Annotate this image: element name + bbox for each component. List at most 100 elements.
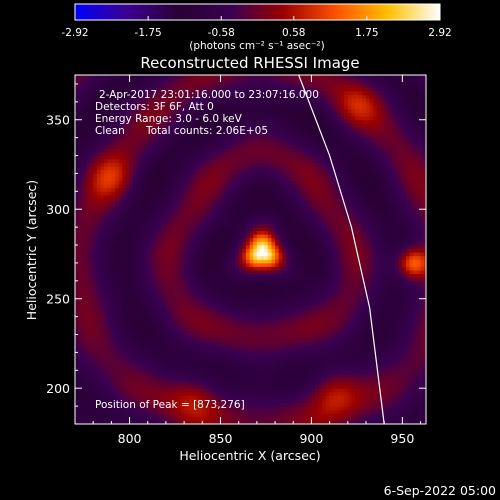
heatmap-cell (115, 406, 120, 411)
heatmap-cell (107, 87, 112, 92)
heatmap-cell (115, 384, 120, 389)
heatmap-cell (96, 87, 101, 92)
heatmap-cell (235, 245, 240, 250)
heatmap-cell (245, 320, 250, 325)
heatmap-cell (111, 416, 116, 421)
heatmap-cell (147, 355, 152, 360)
heatmap-cell (198, 345, 203, 350)
heatmap-cell (209, 395, 214, 400)
heatmap-cell (227, 219, 232, 224)
heatmap-cell (104, 391, 109, 396)
heatmap-cell (198, 209, 203, 214)
heatmap-cell (202, 391, 207, 396)
heatmap-cell (184, 173, 189, 178)
heatmap-cell (202, 116, 207, 121)
heatmap-cell (133, 359, 138, 364)
heatmap-cell (89, 230, 94, 235)
heatmap-cell (195, 309, 200, 314)
heatmap-cell (122, 219, 127, 224)
heatmap-cell (118, 75, 123, 78)
heatmap-cell (187, 384, 192, 389)
heatmap-cell (202, 330, 207, 335)
heatmap-cell (238, 166, 243, 171)
heatmap-cell (180, 223, 185, 228)
heatmap-cell (198, 366, 203, 371)
heatmap-cell (195, 320, 200, 325)
heatmap-cell (125, 370, 130, 375)
heatmap-cell (184, 413, 189, 418)
heatmap-cell (118, 255, 123, 260)
heatmap-cell (216, 270, 221, 275)
heatmap-cell (169, 223, 174, 228)
heatmap-cell (96, 334, 101, 339)
heatmap-cell (133, 363, 138, 368)
heatmap-cell (89, 313, 94, 318)
heatmap-cell (136, 94, 141, 99)
heatmap-cell (176, 98, 181, 103)
heatmap-cell (75, 134, 80, 139)
heatmap-cell (173, 187, 178, 192)
heatmap-cell (224, 305, 229, 310)
heatmap-cell (125, 323, 130, 328)
heatmap-cell (75, 227, 80, 232)
heatmap-cell (111, 109, 116, 113)
heatmap-cell (122, 255, 127, 260)
heatmap-cell (147, 80, 152, 85)
heatmap-cell (107, 119, 112, 124)
heatmap-cell (147, 205, 152, 210)
heatmap-cell (107, 259, 112, 264)
heatmap-cell (227, 83, 232, 88)
heatmap-cell (224, 230, 229, 235)
heatmap-cell (75, 130, 80, 135)
heatmap-cell (140, 420, 145, 425)
heatmap-cell (158, 148, 163, 153)
heatmap-cell (198, 363, 203, 368)
heatmap-cell (93, 334, 98, 339)
heatmap-cell (158, 184, 163, 189)
heatmap-cell (78, 123, 83, 128)
heatmap-cell (213, 105, 218, 110)
heatmap-cell (144, 169, 149, 174)
heatmap-cell (133, 184, 138, 189)
heatmap-cell (235, 87, 240, 92)
heatmap-cell (213, 284, 218, 289)
heatmap-cell (144, 359, 149, 364)
heatmap-cell (78, 223, 83, 228)
heatmap-cell (242, 166, 247, 171)
heatmap-cell (100, 402, 105, 407)
heatmap-cell (122, 391, 127, 396)
heatmap-cell (93, 248, 98, 253)
heatmap-cell (187, 159, 192, 164)
heatmap-cell (158, 151, 163, 156)
heatmap-cell (238, 334, 243, 339)
heatmap-cell (256, 270, 261, 275)
heatmap-cell (125, 359, 130, 364)
heatmap-cell (147, 252, 152, 257)
heatmap-cell (242, 334, 247, 339)
heatmap-cell (115, 130, 120, 135)
heatmap-cell (202, 366, 207, 371)
heatmap-cell (205, 234, 210, 239)
heatmap-cell (147, 94, 152, 99)
heatmap-cell (107, 162, 112, 167)
heatmap-cell (155, 262, 160, 267)
heatmap-cell (227, 94, 232, 99)
heatmap-cell (100, 420, 105, 425)
heatmap-cell (205, 144, 210, 149)
heatmap-cell (209, 151, 214, 156)
heatmap-cell (82, 187, 87, 192)
heatmap-cell (155, 83, 160, 88)
heatmap-cell (238, 76, 243, 81)
heatmap-cell (216, 295, 221, 300)
heatmap-cell (235, 123, 240, 128)
heatmap-cell (173, 112, 178, 117)
heatmap-cell (85, 76, 90, 81)
heatmap-cell (209, 259, 214, 264)
heatmap-cell (82, 98, 87, 103)
heatmap-cell (245, 266, 250, 271)
heatmap-cell (122, 334, 127, 339)
heatmap-cell (89, 355, 94, 360)
heatmap-cell (125, 94, 130, 99)
heatmap-cell (213, 80, 218, 85)
heatmap-cell (104, 330, 109, 335)
